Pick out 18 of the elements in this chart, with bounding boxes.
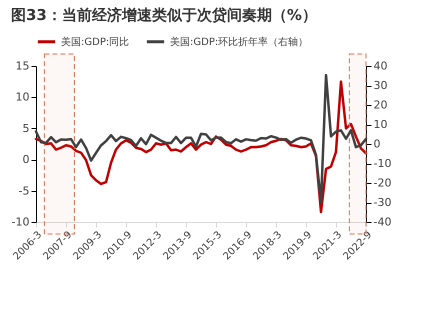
y2-tick-label: -30 — [374, 196, 392, 209]
y2-tick-label: -40 — [374, 216, 392, 228]
y2-tick-label: 20 — [374, 98, 388, 112]
y2-tick-label: 10 — [374, 118, 388, 131]
y-tick-label: -5 — [18, 184, 30, 198]
y2-tick-label: 40 — [374, 60, 388, 72]
y-tick-label: -10 — [12, 216, 30, 228]
y2-tick-label: 30 — [374, 79, 388, 92]
y2-tick-label: -10 — [374, 157, 392, 170]
y2-tick-label: -20 — [374, 176, 392, 190]
y2-tick-label: 0 — [374, 138, 380, 150]
y-tick-label: 0 — [22, 153, 30, 166]
chart-title: 图33：当前经济增速类似于次贷间奏期（%） — [10, 6, 317, 24]
legend-label: 美国:GDP:同比 — [61, 36, 130, 48]
legend-label: 美国:GDP:环比折年率（右轴） — [170, 36, 308, 48]
y-tick-label: 15 — [16, 60, 30, 72]
y-tick-label: 10 — [16, 90, 30, 104]
y-tick-label: 5 — [22, 122, 30, 135]
